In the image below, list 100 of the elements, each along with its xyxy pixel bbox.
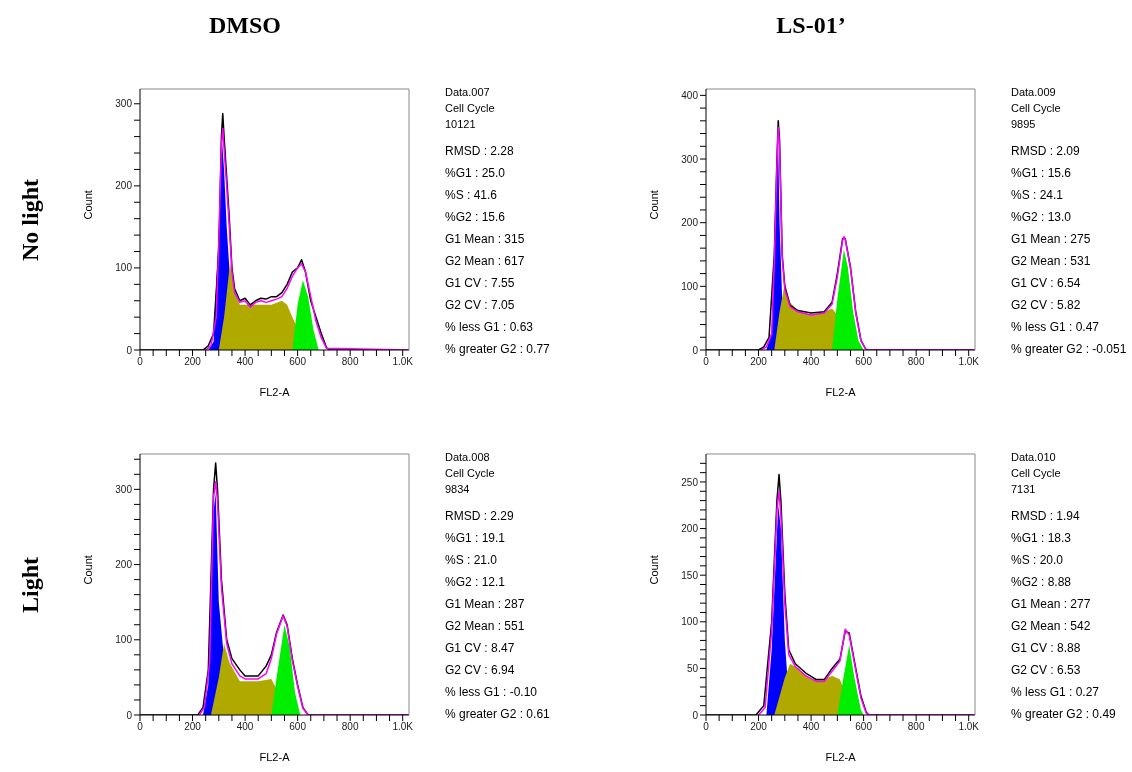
chart-title: DMSO [208,12,282,39]
y-tick-label: 100 [681,616,699,628]
y-tick-label: 0 [692,344,699,356]
chart-title: LS-01’ [775,12,847,39]
text: Cell Cycle [445,101,496,116]
x-tick-label: 200 [750,356,768,368]
x-tick-label: 0 [137,356,144,368]
text: G1 Mean : 287 [445,596,526,613]
x-tick-label: 800 [907,356,925,368]
x-tick-label: 0 [703,721,710,733]
text: Data.009 [1011,85,1057,100]
text: G2 CV : 6.94 [445,662,516,679]
text: 9834 [445,482,471,497]
text: % less G1 : 0.27 [1011,684,1101,701]
text: G2 Mean : 551 [445,618,526,635]
text: %G1 : 15.6 [1011,165,1073,182]
x-tick-label: 0 [703,356,710,368]
text: G1 Mean : 277 [1011,596,1092,613]
text: %S : 20.0 [1011,552,1065,569]
text: Data.007 [445,85,491,100]
y-tick-label: 0 [126,344,133,356]
x-tick-label: 800 [907,721,925,733]
text: No light [16,178,44,262]
text: RMSD : 2.29 [445,508,515,525]
x-tick-label: 1.0K [392,356,414,368]
text: Cell Cycle [445,466,496,481]
text: G2 CV : 7.05 [445,297,516,314]
text: G1 CV : 8.47 [445,640,516,657]
y-axis-title: Count [81,555,94,585]
y-tick-label: 200 [115,180,133,192]
y-tick-label: 200 [115,559,133,571]
text: 10121 [445,117,477,132]
x-tick-label: 400 [802,356,820,368]
y-tick-label: 100 [115,262,133,274]
text: %G1 : 25.0 [445,165,507,182]
text: Data.010 [1011,450,1057,465]
text: G2 CV : 5.82 [1011,297,1082,314]
text: G2 Mean : 617 [445,253,526,270]
text: % greater G2 : 0.77 [445,341,550,358]
text: RMSD : 2.09 [1011,143,1081,160]
text: % less G1 : 0.63 [445,319,535,336]
text: RMSD : 1.94 [1011,508,1081,525]
text: Cell Cycle [1011,101,1062,116]
text: % greater G2 : -0.051 [1011,341,1127,358]
text: %G2 : 13.0 [1011,209,1073,226]
x-tick-label: 200 [184,356,202,368]
x-tick-label: 400 [236,721,254,733]
y-tick-label: 200 [681,523,699,535]
text: G2 CV : 6.53 [1011,662,1082,679]
y-tick-label: 100 [681,280,699,292]
y-tick-label: 400 [681,89,699,101]
text: % less G1 : 0.47 [1011,319,1101,336]
text: %S : 41.6 [445,187,499,204]
y-tick-label: 0 [126,709,133,721]
x-tick-label: 400 [236,356,254,368]
text: G1 CV : 6.54 [1011,275,1082,292]
text: G1 Mean : 275 [1011,231,1092,248]
y-tick-label: 0 [692,709,699,721]
text: G2 Mean : 531 [1011,253,1092,270]
y-tick-label: 50 [686,662,699,674]
x-tick-label: 600 [289,356,307,368]
y-axis-title: Count [647,555,660,585]
x-tick-label: 600 [289,721,307,733]
y-axis-title: Count [81,190,94,220]
text: % greater G2 : 0.49 [1011,706,1116,723]
text: %G2 : 12.1 [445,574,507,591]
text: G1 Mean : 315 [445,231,526,248]
x-tick-label: 1.0K [958,356,980,368]
y-tick-label: 300 [115,483,133,495]
y-tick-label: 250 [681,476,699,488]
text: RMSD : 2.28 [445,143,515,160]
text: 7131 [1011,482,1037,497]
text: % less G1 : -0.10 [445,684,539,701]
text: G2 Mean : 542 [1011,618,1092,635]
text: %G2 : 15.6 [445,209,507,226]
text: %S : 21.0 [445,552,499,569]
y-tick-label: 150 [681,569,699,581]
x-tick-label: 0 [137,721,144,733]
x-tick-label: 1.0K [392,721,414,733]
text: %G2 : 8.88 [1011,574,1073,591]
y-tick-label: 300 [115,98,133,110]
x-axis-title: FL2-A [825,751,857,763]
x-tick-label: 200 [750,721,768,733]
x-axis-title: FL2-A [259,751,291,763]
x-tick-label: 800 [341,356,359,368]
x-tick-label: 800 [341,721,359,733]
text: G1 CV : 8.88 [1011,640,1082,657]
x-axis-title: FL2-A [259,386,291,398]
y-axis-title: Count [647,190,660,220]
text: Light [16,556,44,614]
y-tick-label: 300 [681,153,699,165]
x-tick-label: 600 [855,356,873,368]
text: %G1 : 19.1 [445,530,507,547]
text: Cell Cycle [1011,466,1062,481]
text: Data.008 [445,450,491,465]
text: % greater G2 : 0.61 [445,706,550,723]
y-tick-label: 200 [681,217,699,229]
x-tick-label: 400 [802,721,820,733]
x-tick-label: 1.0K [958,721,980,733]
text: G1 CV : 7.55 [445,275,516,292]
